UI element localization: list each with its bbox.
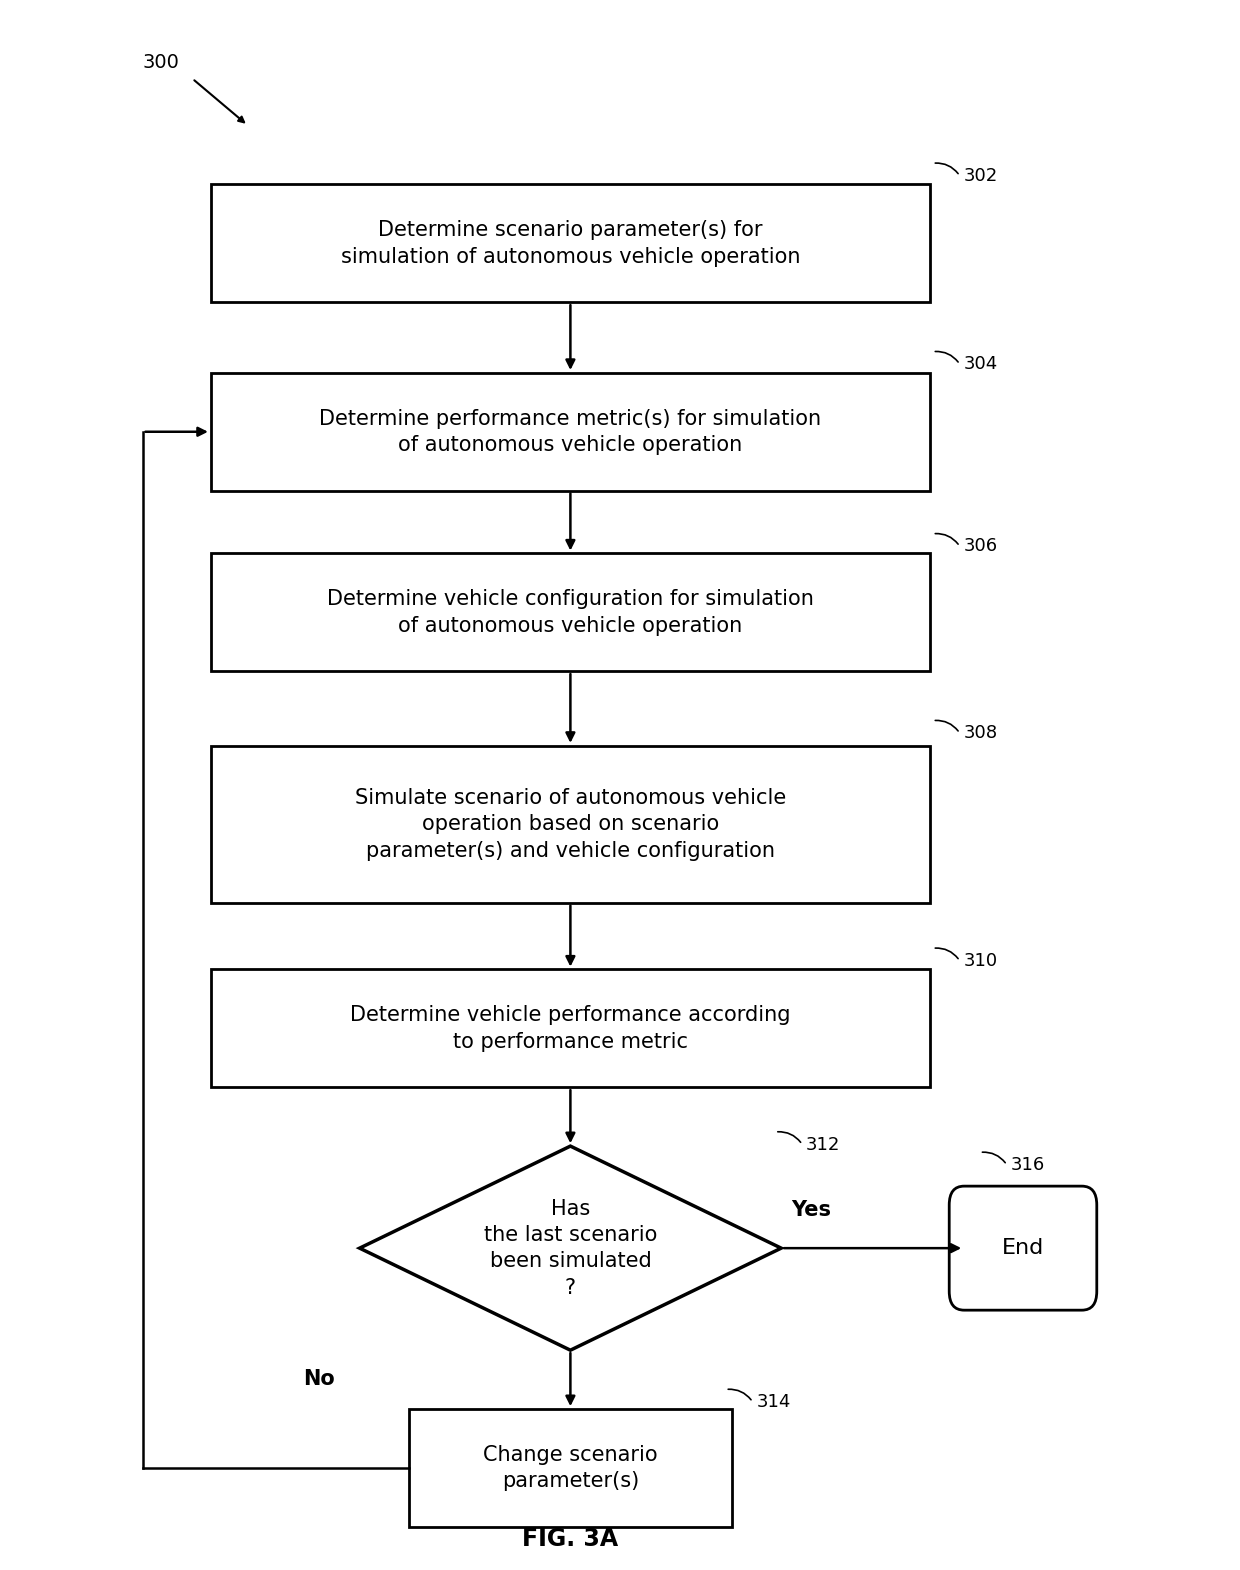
FancyBboxPatch shape — [211, 185, 930, 301]
Text: Determine performance metric(s) for simulation
of autonomous vehicle operation: Determine performance metric(s) for simu… — [320, 408, 821, 455]
Text: 308: 308 — [963, 724, 998, 743]
Text: 310: 310 — [963, 951, 998, 970]
Text: Change scenario
parameter(s): Change scenario parameter(s) — [484, 1444, 657, 1492]
Text: FIG. 3A: FIG. 3A — [522, 1528, 619, 1551]
FancyBboxPatch shape — [211, 554, 930, 672]
FancyBboxPatch shape — [409, 1410, 732, 1526]
FancyBboxPatch shape — [950, 1187, 1096, 1309]
Text: 302: 302 — [963, 166, 998, 185]
Text: Simulate scenario of autonomous vehicle
operation based on scenario
parameter(s): Simulate scenario of autonomous vehicle … — [355, 788, 786, 860]
Text: Yes: Yes — [791, 1199, 831, 1220]
Text: 312: 312 — [806, 1135, 841, 1154]
Text: No: No — [303, 1369, 335, 1389]
Polygon shape — [360, 1146, 781, 1350]
Text: 306: 306 — [963, 537, 998, 556]
Text: 314: 314 — [756, 1393, 791, 1411]
FancyBboxPatch shape — [211, 746, 930, 903]
FancyBboxPatch shape — [211, 374, 930, 490]
Text: End: End — [1002, 1239, 1044, 1258]
Text: Determine scenario parameter(s) for
simulation of autonomous vehicle operation: Determine scenario parameter(s) for simu… — [341, 220, 800, 267]
FancyBboxPatch shape — [211, 970, 930, 1086]
Text: Has
the last scenario
been simulated
?: Has the last scenario been simulated ? — [484, 1198, 657, 1298]
Text: 304: 304 — [963, 355, 998, 374]
Text: 300: 300 — [143, 53, 180, 72]
Text: 316: 316 — [1011, 1156, 1045, 1174]
Text: Determine vehicle configuration for simulation
of autonomous vehicle operation: Determine vehicle configuration for simu… — [327, 589, 813, 636]
Text: Determine vehicle performance according
to performance metric: Determine vehicle performance according … — [350, 1005, 791, 1052]
